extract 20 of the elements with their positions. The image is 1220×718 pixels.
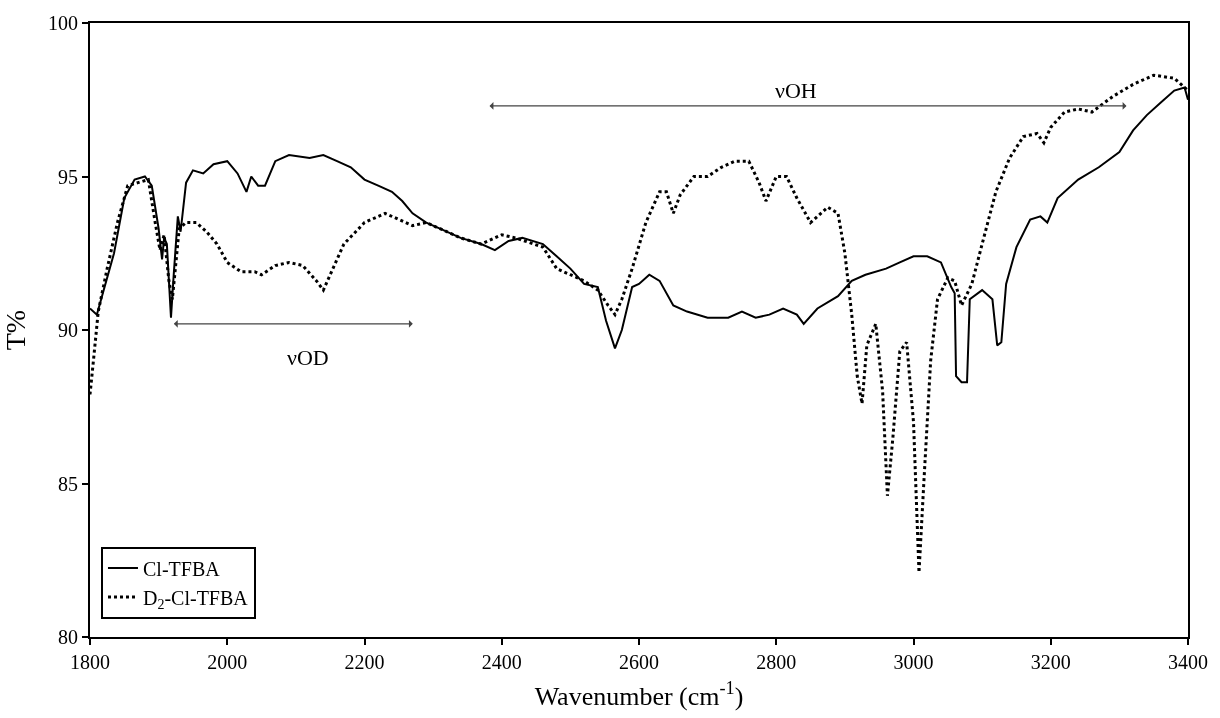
x-tick-label: 2000 xyxy=(207,651,248,673)
y-tick-label: 80 xyxy=(58,626,78,648)
annotation: νOD xyxy=(287,345,329,370)
y-tick-label: 100 xyxy=(48,12,78,34)
x-tick-label: 3200 xyxy=(1030,651,1071,673)
x-tick-label: 2800 xyxy=(756,651,797,673)
x-tick-label: 2200 xyxy=(344,651,385,673)
x-tick-label: 2600 xyxy=(619,651,659,673)
x-tick-label: 3400 xyxy=(1168,651,1208,673)
legend-label: D$_{2}$-Cl-TFBA xyxy=(142,586,249,613)
y-tick-label: 95 xyxy=(58,165,78,188)
y-tick-label: 85 xyxy=(58,472,78,495)
x-tick-label: 1800 xyxy=(70,651,110,673)
annotation: νOH xyxy=(775,78,817,103)
x-tick-label: 3000 xyxy=(893,651,934,673)
x-axis-title: Wavenumber (cm$^{-1}$) xyxy=(534,678,744,712)
y-tick-label: 90 xyxy=(58,319,78,341)
y-axis-title: T% xyxy=(0,309,31,351)
x-tick-label: 2400 xyxy=(481,651,522,673)
legend-label: Cl-TFBA xyxy=(142,557,221,580)
